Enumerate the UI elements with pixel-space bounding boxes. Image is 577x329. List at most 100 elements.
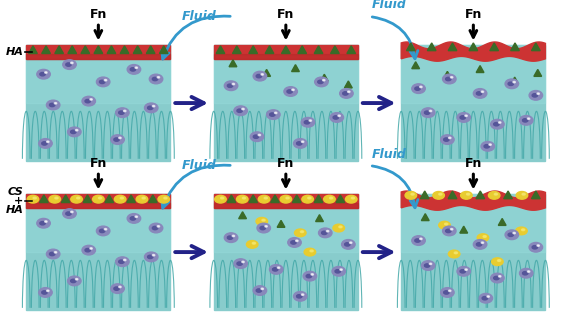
Ellipse shape xyxy=(284,87,297,96)
Ellipse shape xyxy=(164,197,167,199)
Ellipse shape xyxy=(340,89,353,98)
Ellipse shape xyxy=(522,193,525,195)
Ellipse shape xyxy=(425,264,430,267)
Ellipse shape xyxy=(262,219,265,221)
Ellipse shape xyxy=(419,86,422,88)
Ellipse shape xyxy=(232,83,235,85)
Ellipse shape xyxy=(42,142,47,145)
Ellipse shape xyxy=(234,259,248,268)
Ellipse shape xyxy=(39,288,52,297)
Ellipse shape xyxy=(488,191,500,199)
Ellipse shape xyxy=(45,72,47,73)
Ellipse shape xyxy=(465,115,467,116)
Ellipse shape xyxy=(489,144,491,145)
Ellipse shape xyxy=(220,197,224,199)
Ellipse shape xyxy=(481,91,484,92)
Ellipse shape xyxy=(85,99,91,103)
Bar xyxy=(26,45,170,161)
Ellipse shape xyxy=(499,276,501,277)
Ellipse shape xyxy=(529,90,542,100)
Ellipse shape xyxy=(27,195,39,203)
Polygon shape xyxy=(40,195,48,203)
Ellipse shape xyxy=(234,106,248,115)
Ellipse shape xyxy=(227,236,233,239)
Polygon shape xyxy=(83,195,92,203)
Ellipse shape xyxy=(99,229,105,233)
Ellipse shape xyxy=(37,69,50,79)
Ellipse shape xyxy=(443,74,456,84)
Ellipse shape xyxy=(232,235,235,237)
Ellipse shape xyxy=(242,261,244,263)
Ellipse shape xyxy=(350,242,352,243)
Ellipse shape xyxy=(142,197,145,199)
Bar xyxy=(213,194,358,310)
Ellipse shape xyxy=(340,269,342,270)
Ellipse shape xyxy=(292,89,294,90)
Ellipse shape xyxy=(253,71,267,81)
Ellipse shape xyxy=(253,135,258,139)
Ellipse shape xyxy=(523,271,528,275)
Ellipse shape xyxy=(76,130,78,131)
Ellipse shape xyxy=(445,77,451,81)
Ellipse shape xyxy=(405,191,417,199)
Ellipse shape xyxy=(494,193,497,195)
Ellipse shape xyxy=(443,226,456,236)
Ellipse shape xyxy=(114,138,119,141)
Ellipse shape xyxy=(258,195,270,203)
Ellipse shape xyxy=(152,255,155,256)
Ellipse shape xyxy=(301,294,304,295)
Ellipse shape xyxy=(457,113,470,122)
Ellipse shape xyxy=(104,229,107,230)
Ellipse shape xyxy=(451,229,453,230)
Ellipse shape xyxy=(346,195,357,203)
Ellipse shape xyxy=(227,84,233,88)
Polygon shape xyxy=(511,77,519,84)
Ellipse shape xyxy=(47,141,49,142)
Ellipse shape xyxy=(39,139,52,148)
Ellipse shape xyxy=(70,279,76,283)
Ellipse shape xyxy=(294,291,307,301)
Text: HA: HA xyxy=(5,205,23,215)
Ellipse shape xyxy=(149,223,163,233)
Text: Fluid: Fluid xyxy=(182,10,217,23)
Ellipse shape xyxy=(99,197,102,199)
Ellipse shape xyxy=(46,249,60,259)
Polygon shape xyxy=(216,46,225,54)
Ellipse shape xyxy=(477,92,482,95)
Polygon shape xyxy=(271,195,279,203)
Ellipse shape xyxy=(347,91,350,92)
Ellipse shape xyxy=(522,229,524,231)
Ellipse shape xyxy=(523,119,528,122)
Ellipse shape xyxy=(314,77,328,87)
Ellipse shape xyxy=(149,74,163,84)
Ellipse shape xyxy=(71,62,73,63)
Polygon shape xyxy=(107,46,116,54)
Ellipse shape xyxy=(148,255,153,259)
Polygon shape xyxy=(29,46,38,54)
Ellipse shape xyxy=(465,269,467,270)
Polygon shape xyxy=(314,195,323,203)
Polygon shape xyxy=(504,191,512,199)
Ellipse shape xyxy=(484,145,489,148)
Polygon shape xyxy=(534,69,542,76)
Ellipse shape xyxy=(294,139,307,148)
Ellipse shape xyxy=(490,273,504,283)
Ellipse shape xyxy=(532,245,538,249)
Polygon shape xyxy=(277,220,285,227)
Ellipse shape xyxy=(477,243,482,246)
Ellipse shape xyxy=(82,245,95,255)
Ellipse shape xyxy=(260,226,265,230)
Ellipse shape xyxy=(246,240,258,248)
Bar xyxy=(26,194,170,208)
Ellipse shape xyxy=(92,195,104,203)
Polygon shape xyxy=(407,43,415,51)
Ellipse shape xyxy=(329,197,333,199)
Ellipse shape xyxy=(483,236,486,237)
Ellipse shape xyxy=(301,231,304,233)
Ellipse shape xyxy=(114,195,126,203)
Polygon shape xyxy=(347,46,355,54)
Text: CS: CS xyxy=(8,187,23,197)
Ellipse shape xyxy=(527,271,530,272)
Ellipse shape xyxy=(448,290,451,291)
Bar xyxy=(401,45,545,161)
